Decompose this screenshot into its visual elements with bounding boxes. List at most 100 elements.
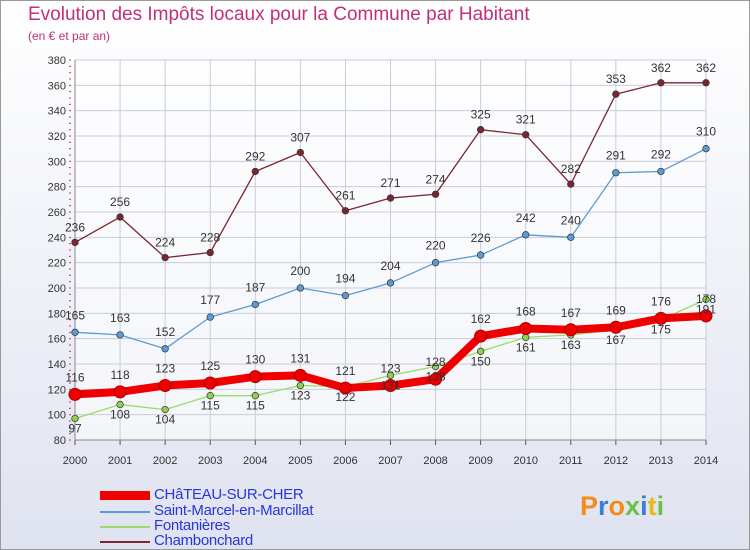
point-chateau (564, 323, 578, 337)
data-label: 150 (471, 354, 491, 368)
data-label: 178 (696, 292, 716, 306)
series-lines (68, 79, 713, 423)
point-series-2 (431, 362, 440, 371)
point-series-3 (612, 90, 620, 98)
data-label: 162 (471, 312, 491, 326)
x-tick-label: 2012 (604, 455, 628, 467)
data-label: 123 (155, 362, 175, 376)
data-label: 310 (696, 125, 716, 139)
point-series-3 (71, 238, 79, 247)
x-tick-label: 2000 (63, 455, 87, 467)
y-tick-label: 120 (48, 384, 66, 396)
point-series-1 (612, 169, 620, 177)
y-tick-label: 360 (48, 80, 66, 92)
y-tick-label: 320 (48, 131, 66, 143)
y-tick-label: 100 (48, 410, 66, 422)
data-label: 200 (290, 264, 310, 278)
point-series-3 (702, 79, 710, 87)
point-series-3 (657, 79, 665, 87)
x-tick-label: 2010 (513, 455, 537, 467)
chart-title: Evolution des Impôts locaux pour la Comm… (28, 4, 530, 25)
data-label: 116 (65, 370, 84, 384)
point-series-2 (116, 400, 124, 409)
data-label: 177 (200, 293, 220, 307)
logo-letter: i (640, 491, 648, 521)
point-chateau (158, 379, 172, 393)
logo-letter: i (656, 491, 665, 521)
x-tick-label: 2006 (333, 455, 357, 467)
x-tick-label: 2008 (423, 455, 447, 467)
legend-item-saint-marcel[interactable]: Saint-Marcel-en-Marcillat (100, 502, 420, 519)
logo-letter: x (625, 491, 641, 521)
y-tick-label: 380 (48, 55, 66, 67)
x-tick-label: 2013 (649, 455, 673, 467)
point-series-2 (251, 392, 259, 400)
point-series-2 (386, 371, 395, 380)
data-label: 353 (606, 72, 626, 86)
legend-item-fontanieres[interactable]: Fontanières (100, 517, 420, 534)
chart-subtitle: (en € et par an) (28, 29, 111, 43)
data-label: 236 (65, 220, 85, 234)
data-label: 123 (380, 362, 400, 376)
x-tick-label: 2003 (198, 455, 222, 467)
data-label: 194 (335, 272, 355, 286)
point-series-1 (251, 300, 259, 309)
legend-swatch-chambonchard (100, 541, 150, 543)
y-tick-label: 300 (48, 156, 66, 168)
proxiti-logo[interactable]: Proxiti (580, 491, 664, 522)
data-label: 291 (606, 149, 626, 163)
data-labels: 236 256 224 228 292 307 261 271 274 325 321 282 353 3… (65, 61, 716, 436)
x-tick-label: 2004 (243, 455, 267, 467)
data-label: 175 (651, 323, 671, 337)
point-chateau (203, 376, 217, 390)
y-tick-label: 280 (48, 182, 66, 194)
x-tick-label: 2009 (468, 455, 492, 467)
point-series-1 (341, 291, 350, 300)
data-label: 274 (426, 172, 446, 186)
point-series-1 (522, 231, 530, 239)
data-label: 131 (380, 378, 400, 392)
data-label: 122 (335, 390, 355, 404)
point-chateau (519, 322, 533, 336)
legend-label-chateau: CHâTEAU-SUR-CHER (154, 486, 304, 503)
legend-item-chambonchard[interactable]: Chambonchard (100, 532, 420, 549)
y-tick-label: 240 (48, 232, 66, 244)
data-label: 163 (561, 338, 581, 352)
data-label: 282 (561, 162, 581, 176)
x-tick-label: 2002 (153, 455, 177, 467)
point-series-1 (476, 251, 485, 259)
point-chateau (68, 387, 82, 401)
x-tick-label: 2011 (559, 455, 583, 467)
data-label: 240 (561, 213, 581, 227)
legend-item-chateau-sur-cher[interactable]: CHâTEAU-SUR-CHER (100, 486, 420, 503)
data-label: 191 (696, 302, 716, 316)
legend-swatch-fontanieres (100, 526, 150, 528)
data-label: 271 (380, 176, 400, 190)
legend-swatch-chateau (100, 491, 150, 500)
data-label: 226 (471, 231, 491, 245)
data-label: 152 (155, 325, 175, 339)
point-series-3 (206, 248, 214, 257)
data-label: 220 (426, 239, 446, 253)
point-series-3 (431, 190, 440, 198)
y-tick-label: 180 (48, 308, 66, 320)
y-tick-label: 220 (48, 258, 66, 270)
point-series-3 (251, 167, 259, 176)
data-label: 307 (290, 130, 310, 144)
data-label: 292 (245, 149, 265, 163)
data-label: 121 (335, 364, 355, 378)
data-label: 115 (201, 399, 220, 413)
point-series-3 (116, 213, 124, 221)
y-tick-label: 260 (48, 207, 66, 219)
point-series-3 (567, 180, 575, 188)
data-label: 115 (246, 399, 265, 413)
y-tick-label: 160 (48, 334, 66, 346)
data-label: 167 (561, 306, 581, 320)
point-series-1 (206, 313, 214, 321)
point-series-1 (71, 328, 79, 336)
data-label: 176 (651, 294, 671, 308)
point-chateau (699, 309, 713, 323)
point-series-1 (431, 259, 440, 267)
data-label: 242 (516, 211, 536, 225)
